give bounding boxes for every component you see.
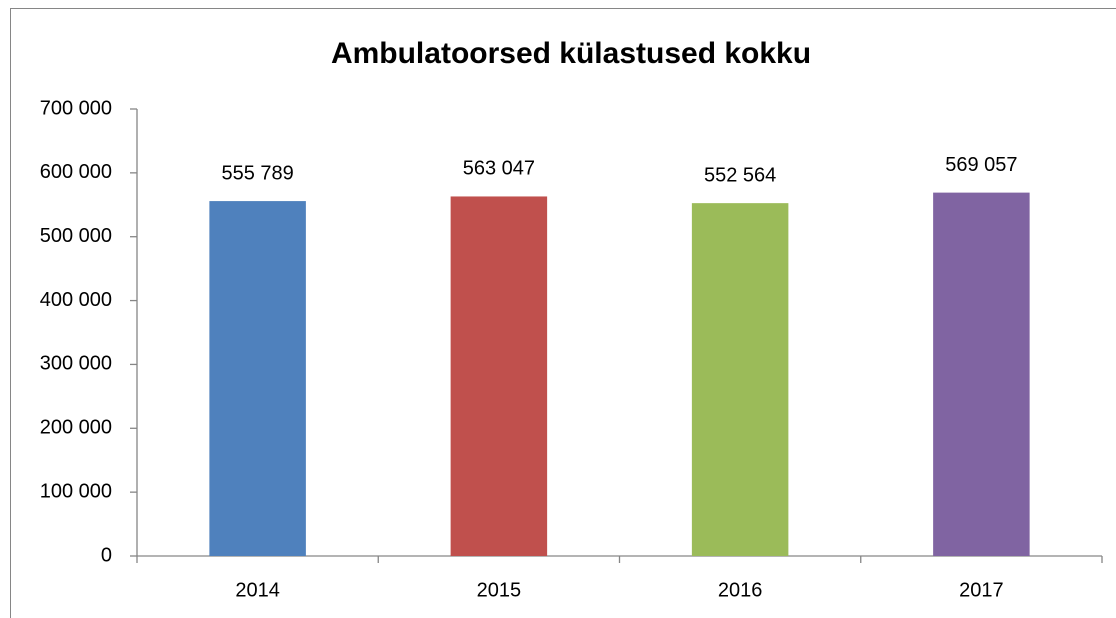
- data-label: 552 564: [704, 164, 776, 186]
- data-label: 569 057: [945, 154, 1017, 176]
- bar: [209, 201, 306, 556]
- bar: [450, 196, 548, 556]
- y-tick-label: 600 000: [40, 161, 112, 183]
- y-tick-label: 0: [101, 544, 112, 566]
- x-tick-label: 2015: [477, 579, 522, 601]
- y-tick-label: 200 000: [40, 417, 112, 439]
- y-tick-label: 500 000: [40, 225, 112, 247]
- data-label: 555 789: [221, 162, 293, 184]
- y-tick-label: 400 000: [40, 289, 112, 311]
- x-tick-label: 2014: [235, 579, 280, 601]
- chart-title: Ambulatoorsed külastused kokku: [331, 37, 811, 70]
- x-tick-label: 2016: [718, 579, 763, 601]
- x-tick-label: 2017: [959, 579, 1004, 601]
- data-label: 563 047: [463, 158, 535, 180]
- bar: [933, 192, 1030, 556]
- chart-frame: [10, 8, 1116, 618]
- y-tick-label: 100 000: [40, 480, 112, 502]
- bar: [691, 203, 789, 556]
- y-tick-label: 700 000: [40, 97, 112, 119]
- y-tick-label: 300 000: [40, 353, 112, 375]
